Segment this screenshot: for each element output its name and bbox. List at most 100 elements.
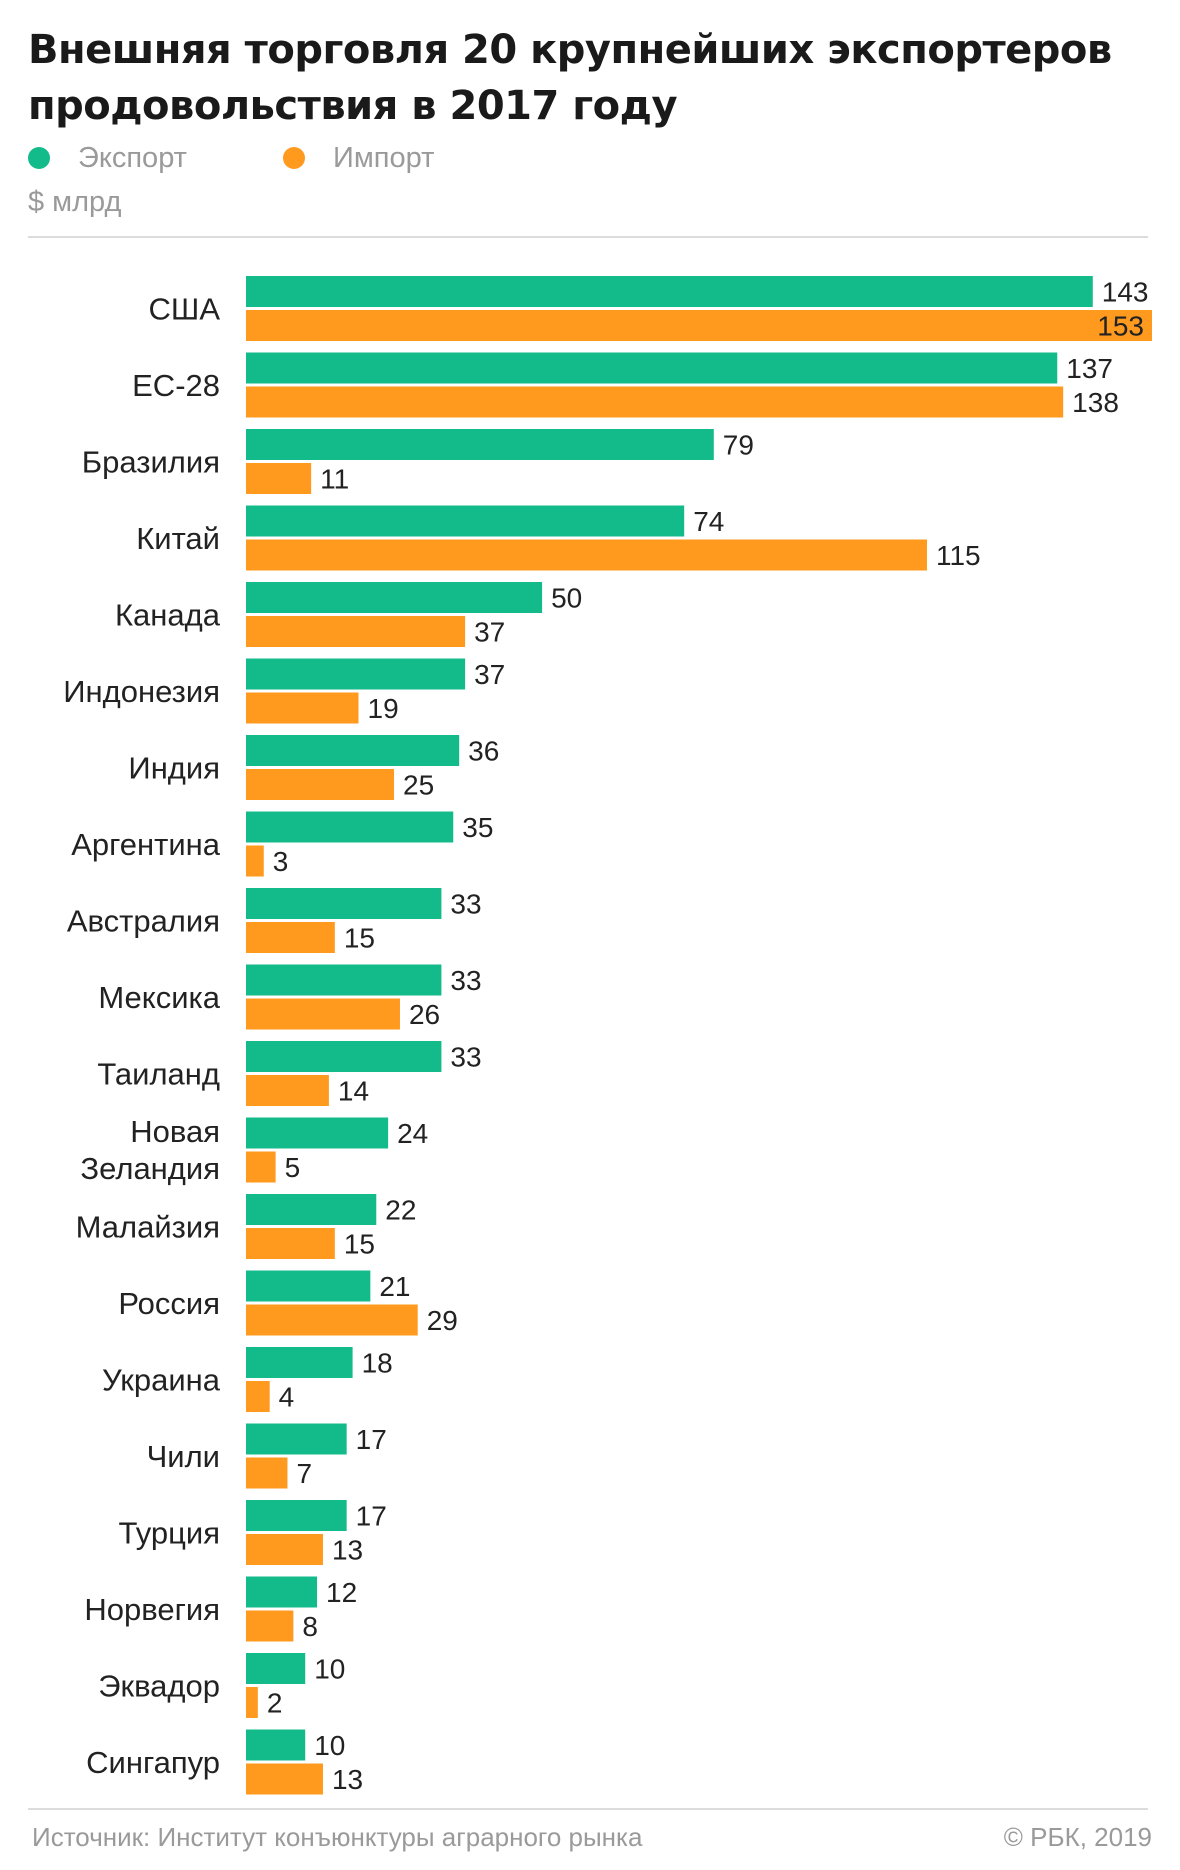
import-bar [246,386,1064,418]
import-value-label: 15 [344,923,375,954]
category-label: Турция [119,1516,220,1551]
import-bar [246,616,466,647]
import-bar [246,1151,276,1183]
import-value-label: 29 [427,1305,458,1336]
category-label: Малайзия [76,1210,220,1245]
import-bar [246,922,335,953]
export-bar [246,811,454,843]
export-value-label: 17 [356,1424,387,1455]
category-label: Таиланд [97,1057,220,1092]
import-bar [246,1457,288,1489]
import-value-label: 153 [1097,311,1144,342]
legend-dot-export [28,147,50,169]
export-value-label: 17 [356,1501,387,1532]
import-value-label: 8 [302,1611,318,1642]
legend-dot-import [282,147,305,169]
import-value-label: 115 [936,540,981,571]
export-bar [246,1270,371,1302]
import-bar [246,1228,335,1259]
export-bar [246,429,714,460]
import-value-label: 25 [403,770,434,801]
category-label: Эквадор [98,1669,220,1704]
import-bar [246,1534,323,1565]
category-label: США [149,292,221,327]
export-bar [246,276,1093,307]
category-label: Индия [128,751,220,786]
category-label: Китай [136,521,220,556]
import-value-label: 3 [273,846,289,877]
export-value-label: 35 [462,812,493,843]
category-label: Новая Зеландия [80,1114,220,1186]
export-value-label: 33 [450,1042,481,1073]
copyright-note: © РБК, 2019 [1003,1822,1152,1852]
export-value-label: 33 [450,889,481,920]
category-label: Сингапур [86,1745,220,1780]
category-label: ЕС-28 [132,368,220,403]
import-value-label: 13 [332,1535,363,1566]
bottom-divider [28,1808,1148,1810]
import-bar [246,1610,294,1642]
export-value-label: 37 [474,659,505,690]
legend-label-export: Экспорт [78,141,187,174]
category-label: Бразилия [82,445,220,480]
import-bar [246,539,927,571]
export-value-label: 33 [450,965,481,996]
import-bar [246,998,400,1030]
export-value-label: 10 [314,1730,345,1761]
import-value-label: 2 [267,1688,283,1719]
import-bar [246,1381,270,1412]
export-value-label: 24 [397,1118,428,1149]
export-value-label: 143 [1102,277,1149,308]
import-bar [246,310,1152,341]
export-bar [246,1500,347,1531]
category-label: Канада [115,598,221,633]
export-value-label: 137 [1066,353,1113,384]
import-value-label: 14 [338,1076,369,1107]
export-bar [246,1423,347,1455]
import-value-label: 11 [320,464,349,495]
import-value-label: 7 [296,1458,312,1489]
export-bar [246,1194,377,1225]
import-value-label: 15 [344,1229,375,1260]
import-bar [246,692,359,724]
export-value-label: 12 [326,1577,357,1608]
import-value-label: 138 [1072,387,1119,418]
export-bar [246,888,442,919]
category-label: Индонезия [63,674,220,709]
import-value-label: 26 [409,999,440,1030]
import-bar [246,845,264,877]
export-bar [246,735,460,766]
export-bar [246,1117,389,1149]
legend-item-import: Импорт [282,141,435,175]
export-value-label: 74 [693,506,724,537]
category-label: Чили [147,1439,220,1474]
export-bar [246,505,685,537]
unit-label: $ млрд [28,186,122,218]
export-value-label: 22 [385,1195,416,1226]
category-label: Украина [102,1363,221,1398]
category-label: Россия [118,1286,220,1321]
export-value-label: 50 [551,583,582,614]
export-bar [246,1041,442,1072]
category-label: Норвегия [84,1592,220,1627]
category-label: Австралия [67,904,220,939]
category-label: Мексика [98,980,220,1015]
import-bar [246,463,312,494]
export-bar [246,582,543,613]
export-bar [246,1653,306,1684]
export-bar [246,352,1058,384]
import-value-label: 19 [368,693,399,724]
export-bar [246,1576,318,1608]
legend-label-import: Импорт [332,141,435,174]
category-label: Аргентина [71,827,221,862]
export-bar [246,1347,353,1378]
legend: Экспорт Импорт [28,138,530,178]
export-value-label: 21 [379,1271,410,1302]
legend-item-export: Экспорт [28,142,187,175]
export-bar [246,658,466,690]
chart-title: Внешняя торговля 20 крупнейших экспортер… [28,27,1112,129]
export-value-label: 36 [468,736,499,767]
top-divider [28,236,1148,238]
import-value-label: 13 [332,1764,363,1795]
source-note: Источник: Институт конъюнктуры аграрного… [32,1822,643,1852]
